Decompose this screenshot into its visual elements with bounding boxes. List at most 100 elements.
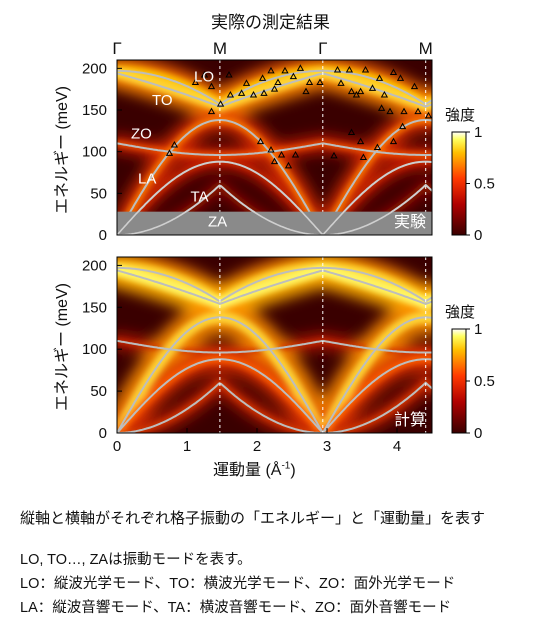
x-tick-label: 3 bbox=[323, 438, 331, 455]
measured-point bbox=[361, 65, 370, 73]
measured-point bbox=[207, 107, 216, 115]
measured-point bbox=[389, 137, 398, 145]
y-tick-label: 150 bbox=[82, 299, 107, 316]
colorbar-tick-label: 0 bbox=[474, 425, 482, 442]
y-tick-label: 50 bbox=[90, 185, 107, 202]
y-tick-label: 150 bbox=[82, 102, 107, 119]
measured-point bbox=[302, 87, 310, 95]
y-tick-label: 0 bbox=[99, 227, 107, 244]
dispersion-TA bbox=[117, 358, 432, 433]
x-tick-label: 4 bbox=[393, 438, 401, 455]
plot-area-1 bbox=[117, 60, 432, 235]
measured-point bbox=[258, 74, 267, 81]
measured-point bbox=[352, 90, 361, 98]
measured-point bbox=[386, 107, 394, 115]
measured-point bbox=[289, 72, 298, 80]
y-axis-label-top: エネルギー (meV) bbox=[54, 86, 71, 215]
measured-point bbox=[375, 74, 384, 81]
measured-point bbox=[389, 68, 398, 75]
y-tick-label: 50 bbox=[90, 383, 107, 400]
measured-point bbox=[270, 85, 279, 92]
measured-point bbox=[410, 82, 419, 90]
y-axis-label-bottom: エネルギー (meV) bbox=[54, 283, 71, 412]
measured-point bbox=[291, 150, 300, 158]
colorbar-label: 強度 bbox=[445, 107, 475, 124]
measured-point bbox=[347, 128, 356, 135]
measured-point bbox=[277, 150, 286, 158]
measured-point bbox=[414, 107, 422, 115]
note-line-2: LO：縦波光学モード、TO：横波光学モード、ZO：面外光学モード bbox=[20, 576, 456, 592]
measured-point bbox=[165, 149, 174, 156]
measured-point bbox=[296, 64, 305, 71]
y-tick-label: 200 bbox=[82, 257, 107, 274]
y-tick-label: 200 bbox=[82, 60, 107, 77]
measured-point bbox=[200, 70, 209, 78]
x-axis-label: 運動量 (Å-1) bbox=[213, 460, 296, 479]
y-tick-label: 100 bbox=[82, 341, 107, 358]
y-tick-label: 0 bbox=[99, 425, 107, 442]
measured-point bbox=[226, 90, 235, 98]
measured-point bbox=[400, 107, 408, 115]
colorbar-label: 強度 bbox=[445, 304, 475, 321]
dispersion-TO bbox=[117, 72, 432, 108]
measured-point bbox=[242, 79, 251, 86]
measured-point bbox=[347, 87, 356, 95]
measured-point bbox=[337, 79, 345, 86]
measured-point bbox=[191, 78, 200, 85]
high-symmetry-label-Γ: Γ bbox=[318, 39, 327, 58]
measured-point bbox=[359, 153, 368, 160]
measured-point bbox=[260, 89, 268, 96]
colorbar bbox=[451, 131, 467, 236]
dispersion-LO bbox=[117, 266, 432, 303]
measured-point bbox=[305, 78, 314, 85]
measured-point bbox=[216, 100, 225, 107]
x-tick-label: 0 bbox=[113, 438, 121, 455]
colorbar bbox=[451, 328, 467, 434]
band-dispersion bbox=[117, 160, 432, 235]
measured-point bbox=[267, 66, 275, 74]
measured-point bbox=[356, 87, 365, 95]
colorbar-tick-label: 0 bbox=[474, 227, 482, 244]
colorbar-tick-label: 0.5 bbox=[474, 176, 495, 193]
mode-label-TO: TO bbox=[152, 92, 173, 109]
colorbar-tick-label: 1 bbox=[474, 321, 482, 338]
mode-label-ZA: ZA bbox=[208, 214, 227, 231]
mode-label-TA: TA bbox=[191, 189, 209, 206]
x-tick-label: 1 bbox=[183, 438, 191, 455]
measured-point bbox=[356, 137, 365, 145]
plot-frame bbox=[116, 256, 433, 434]
measured-point bbox=[373, 143, 382, 150]
dispersion-lines bbox=[117, 266, 432, 433]
measured-point bbox=[256, 137, 265, 145]
y-tick-label: 100 bbox=[82, 144, 107, 161]
mode-label-ZO: ZO bbox=[131, 125, 152, 142]
page-title: 実際の測定結果 bbox=[211, 13, 330, 32]
dispersion-TO bbox=[117, 269, 432, 305]
measured-point bbox=[316, 78, 324, 85]
measured-point bbox=[270, 157, 279, 165]
colorbar-tick-label: 0.5 bbox=[474, 373, 495, 390]
plot-area-2 bbox=[117, 257, 432, 433]
mode-label-LA: LA bbox=[138, 170, 156, 187]
dispersion-LO bbox=[117, 69, 432, 106]
note-line-3: LA：縦波音響モード、TA：横波音響モード、ZO：面外音響モード bbox=[20, 600, 452, 616]
band-lines bbox=[117, 160, 432, 235]
measured-point bbox=[398, 122, 407, 130]
measured-point bbox=[333, 65, 342, 73]
figure-description: 縦軸と横軸がそれぞれ格子振動の「エネルギー」と「運動量」を表す bbox=[20, 510, 486, 527]
high-symmetry-label-M: M bbox=[419, 39, 433, 58]
measured-point bbox=[424, 111, 432, 119]
high-symmetry-label-Γ: Γ bbox=[112, 39, 121, 58]
measured-point bbox=[380, 90, 389, 98]
measured-point bbox=[377, 104, 386, 111]
measured-point bbox=[237, 89, 246, 96]
measured-point bbox=[267, 145, 275, 153]
measured-point bbox=[170, 140, 179, 148]
measured-point bbox=[281, 66, 289, 74]
measured-point bbox=[284, 161, 293, 169]
measured-point bbox=[345, 65, 354, 73]
note-line-1: LO, TO…, ZAは振動モードを表す。 bbox=[20, 552, 252, 568]
measured-point bbox=[207, 82, 216, 90]
high-symmetry-label-M: M bbox=[213, 39, 227, 58]
band-dispersion bbox=[117, 183, 432, 235]
